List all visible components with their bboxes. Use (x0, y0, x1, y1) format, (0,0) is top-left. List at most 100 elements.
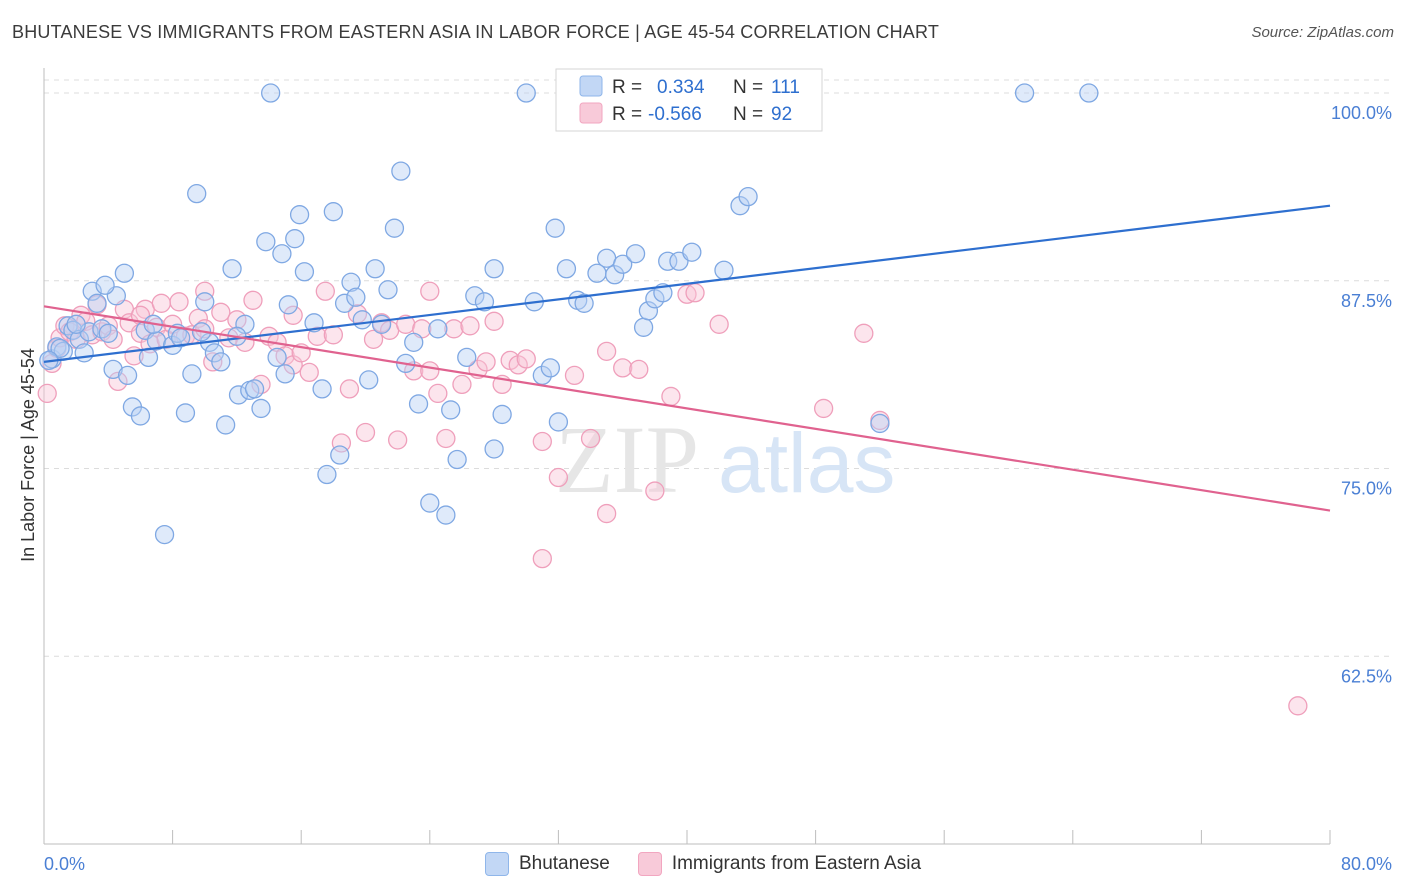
immigrants-point-44 (315, 281, 335, 301)
bhutanese-point-104 (275, 364, 295, 384)
bhutanese-point-85 (625, 244, 646, 264)
immigrants-point-86 (1288, 696, 1308, 716)
immigrants-point-73 (580, 428, 601, 449)
gridlines (44, 79, 1394, 657)
y-tick-label-1: 75.0% (1341, 479, 1392, 499)
bhutanese-point-14 (114, 263, 135, 283)
bhutanese-point-47 (312, 379, 332, 399)
immigrants-point-70 (532, 431, 552, 452)
bhutanese-point-62 (404, 332, 424, 352)
bhutanese-point-63 (408, 394, 429, 414)
bhutanese-point-59 (384, 218, 405, 238)
immigrants-point-89 (420, 281, 440, 301)
legend-r-label-2: R = (612, 104, 642, 125)
y-tick-label-0: 62.5% (1341, 666, 1392, 686)
bhutanese-point-52 (341, 272, 361, 292)
immigrants-point-53 (387, 430, 408, 450)
bhutanese-point-39 (261, 83, 281, 103)
legend-r-value-2: -0.566 (648, 104, 702, 125)
immigrants-point-74 (596, 341, 617, 362)
watermark-zip: ZIP (555, 406, 699, 513)
immigrants-point-76 (629, 359, 649, 380)
bhutanese-point-73 (492, 404, 512, 425)
immigrants-point-50 (363, 329, 384, 349)
bhutanese-point-31 (215, 415, 236, 435)
bottom-legend: Bhutanese Immigrants from Eastern Asia (0, 852, 1406, 876)
immigrants-point-72 (564, 365, 585, 386)
bhutanese-point-54 (352, 310, 372, 330)
immigrants-point-58 (428, 383, 448, 404)
immigrants-point-71 (548, 467, 569, 488)
bhutanese-point-72 (484, 439, 504, 459)
bhutanese-point-90 (658, 251, 678, 271)
immigrants-point-14 (108, 371, 128, 392)
x-tick-label-1: 80.0% (1341, 854, 1392, 874)
bhutanese-point-92 (682, 242, 702, 262)
bhutanese-point-44 (289, 205, 310, 225)
immigrants-point-90 (283, 305, 303, 325)
immigrants-point-31 (211, 302, 231, 322)
chart-title: BHUTANESE VS IMMIGRANTS FROM EASTERN ASI… (12, 22, 940, 42)
immigrants-point-35 (243, 290, 263, 310)
immigrants-point-64 (476, 352, 496, 372)
immigrants-point-82 (813, 398, 834, 419)
bhutanese-point-107 (95, 275, 115, 295)
bhutanese-point-64 (420, 493, 440, 513)
immigrants-point-0 (37, 383, 57, 404)
immigrants-point-46 (331, 433, 352, 453)
y-tick-labels: 62.5% 75.0% 87.5% 100.0% (1331, 103, 1392, 686)
bottom-legend-label-immigrants: Immigrants from Eastern Asia (671, 853, 922, 874)
bhutanese-point-84 (613, 254, 633, 274)
bhutanese-point-71 (474, 292, 495, 312)
bhutanese-point-67 (441, 400, 461, 420)
legend-n-value-2: 92 (771, 104, 792, 125)
watermark: ZIP atlas (555, 406, 895, 513)
bhutanese-point-45 (294, 262, 315, 282)
bhutanese-point-21 (154, 524, 175, 545)
immigrants-point-80 (685, 283, 705, 303)
immigrants-point-49 (355, 422, 376, 443)
legend-n-label-2: N = (733, 104, 763, 125)
immigrants-point-79 (677, 284, 697, 304)
bhutanese-point-41 (272, 244, 292, 264)
immigrants-point-87 (532, 548, 552, 569)
bhutanese-point-77 (545, 218, 565, 238)
bhutanese-point-98 (1079, 83, 1099, 103)
immigrants-point-81 (709, 314, 729, 334)
immigrants-point-22 (151, 293, 171, 313)
bhutanese-point-78 (556, 259, 577, 279)
immigrants-point-59 (436, 428, 456, 449)
immigrants-point-88 (195, 281, 215, 301)
bhutanese-point-32 (222, 259, 242, 279)
bhutanese-point-99 (484, 259, 504, 279)
bottom-legend-label-bhutanese: Bhutanese (518, 853, 610, 874)
y-tick-label-3: 100.0% (1331, 103, 1392, 123)
legend-r-label-1: R = (612, 77, 642, 98)
bhutanese-point-76 (540, 358, 561, 378)
immigrants-point-25 (169, 292, 189, 312)
bhutanese-point-83 (605, 265, 625, 285)
bhutanese-point-69 (457, 347, 477, 368)
bhutanese-point-9 (87, 293, 107, 313)
immigrants-point-83 (854, 323, 874, 343)
bhutanese-point-6 (74, 343, 94, 363)
bhutanese-point-43 (285, 229, 305, 249)
bhutanese-point-86 (633, 317, 654, 337)
bhutanese-point-70 (465, 286, 485, 306)
bhutanese-point-56 (365, 259, 385, 279)
chart-source: Source: ZipAtlas.com (1251, 24, 1394, 41)
bhutanese-point-46 (304, 313, 324, 333)
bhutanese-point-24 (175, 403, 196, 423)
bottom-legend-swatch-pink (637, 852, 662, 876)
trend-line-immigrants (43, 305, 1331, 512)
bhutanese-point-97 (1014, 83, 1035, 103)
legend-n-label-1: N = (733, 77, 763, 98)
bhutanese-point-53 (346, 287, 366, 307)
bhutanese-point-55 (359, 370, 379, 390)
immigrants-point-61 (452, 374, 472, 395)
bhutanese-point-68 (447, 449, 467, 470)
bhutanese-point-80 (574, 293, 594, 313)
bhutanese-point-26 (187, 184, 207, 204)
bhutanese-point-101 (548, 412, 569, 432)
bottom-legend-swatch-blue (484, 852, 509, 876)
